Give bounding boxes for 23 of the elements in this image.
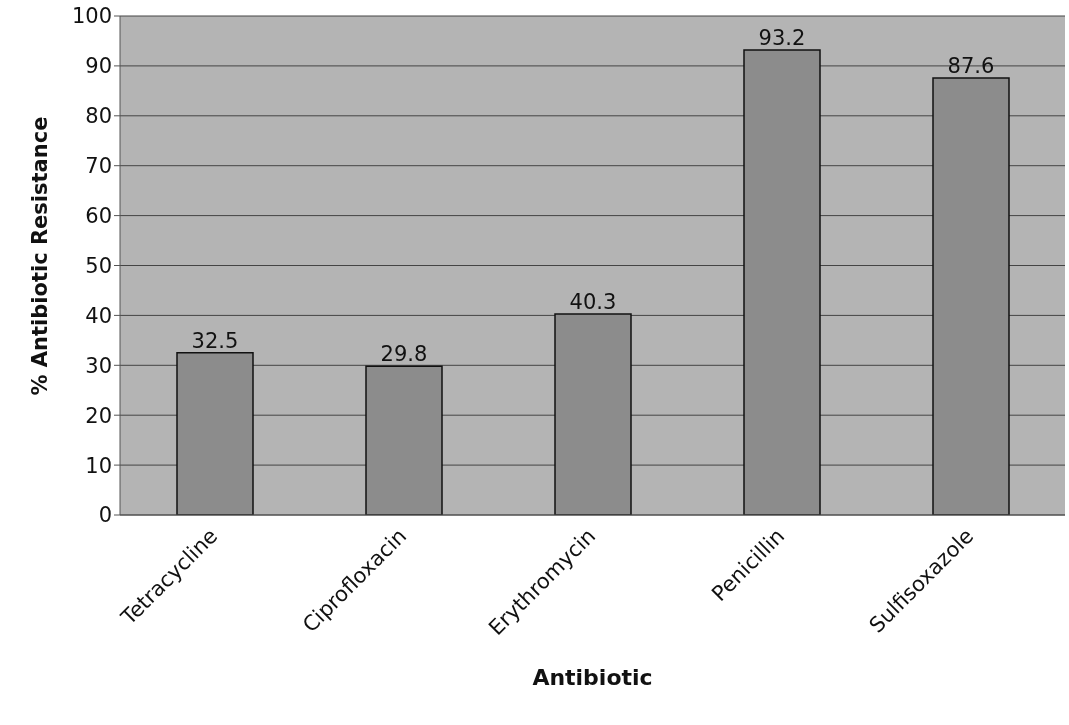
y-tick-label: 80 bbox=[85, 104, 112, 129]
y-tick-label: 100 bbox=[71, 4, 112, 29]
y-axis-title: % Antibiotic Resistance bbox=[28, 116, 53, 396]
y-tick-label: 10 bbox=[85, 453, 112, 478]
bar bbox=[743, 49, 821, 515]
data-label: 93.2 bbox=[758, 25, 806, 50]
data-label: 87.6 bbox=[947, 53, 995, 78]
y-tick-label: 90 bbox=[85, 54, 112, 79]
bar bbox=[932, 77, 1010, 515]
y-tick-label: 0 bbox=[98, 503, 112, 528]
bar bbox=[176, 352, 254, 515]
x-axis-title: Antibiotic bbox=[532, 665, 653, 690]
y-tick-label: 40 bbox=[85, 303, 112, 328]
data-label: 32.5 bbox=[191, 328, 239, 353]
data-label: 40.3 bbox=[569, 289, 617, 314]
y-tick-label: 70 bbox=[85, 154, 112, 179]
y-tick-label: 20 bbox=[85, 403, 112, 428]
y-tick-label: 50 bbox=[85, 253, 112, 278]
bar bbox=[365, 365, 443, 515]
y-tick-label: 60 bbox=[85, 204, 112, 229]
data-label: 29.8 bbox=[380, 342, 428, 367]
y-tick-label: 30 bbox=[85, 353, 112, 378]
bar bbox=[554, 313, 632, 515]
